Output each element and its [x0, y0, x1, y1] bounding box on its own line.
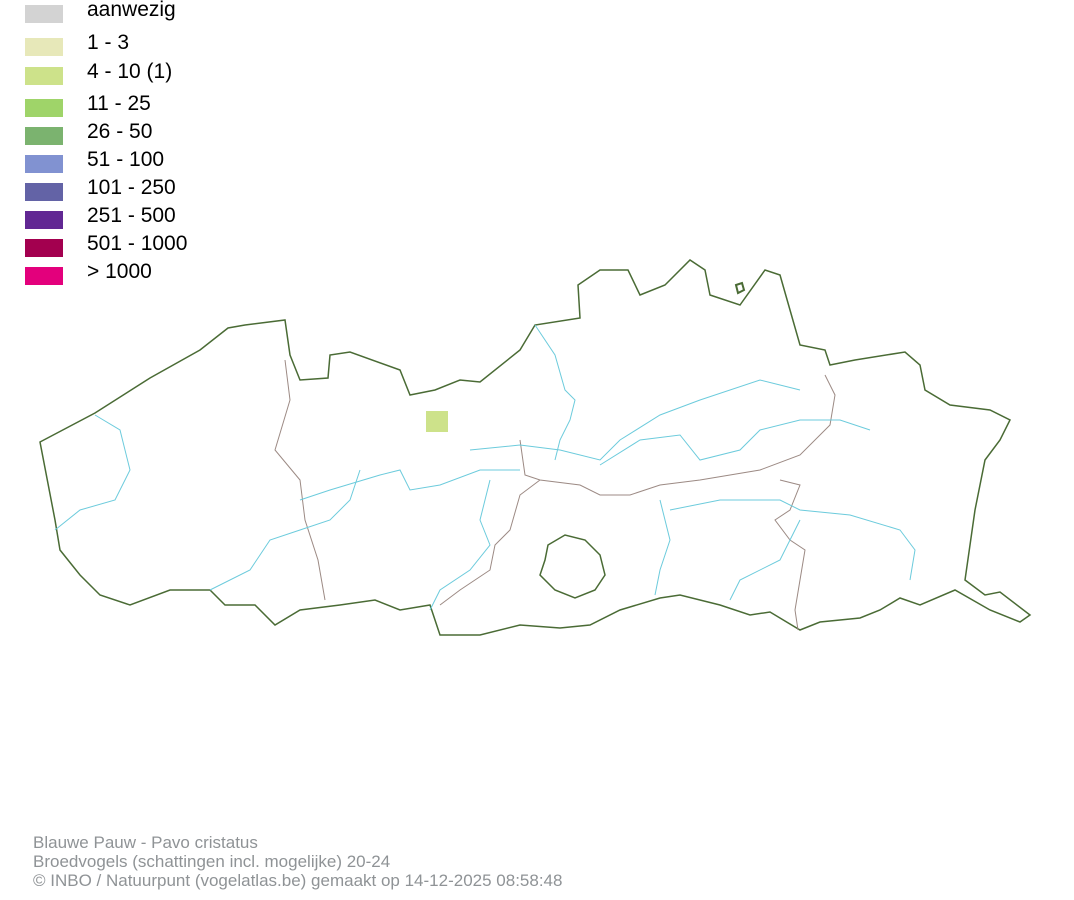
brussels-border	[539, 534, 606, 599]
legend-label: > 1000	[87, 260, 152, 283]
species-name: Blauwe Pauw - Pavo cristatus	[33, 833, 258, 852]
legend-item: 101 - 250	[25, 176, 325, 201]
legend-item: 4 - 10 (1)	[25, 60, 325, 85]
legend-swatch	[25, 183, 63, 201]
dataset-name: Broedvogels (schattingen incl. mogelijke…	[33, 852, 391, 871]
credit-line: © INBO / Natuurpunt (vogelatlas.be) gema…	[33, 871, 563, 890]
legend-label: 1 - 3	[87, 31, 130, 54]
legend-swatch	[25, 127, 63, 145]
legend-swatch	[25, 267, 63, 285]
legend-item: 251 - 500	[25, 204, 325, 229]
legend-item: > 1000	[25, 260, 325, 285]
legend-swatch	[25, 239, 63, 257]
legend-swatch	[25, 211, 63, 229]
legend-label: 501 - 1000	[87, 232, 188, 255]
legend-item: aanwezig	[25, 0, 325, 23]
legend-label: 251 - 500	[87, 204, 176, 227]
legend-swatch	[25, 99, 63, 117]
occupied-grid-cell	[426, 411, 448, 432]
legend-swatch	[25, 5, 63, 23]
legend-label: 11 - 25	[87, 92, 151, 115]
legend-swatch	[25, 38, 63, 56]
legend-label: 4 - 10 (1)	[87, 60, 173, 83]
legend-swatch	[25, 155, 63, 173]
legend-label: 101 - 250	[87, 176, 176, 199]
flanders-border	[39, 259, 1032, 636]
legend-item: 11 - 25	[25, 92, 325, 117]
legend-item: 501 - 1000	[25, 232, 325, 257]
legend-label: 26 - 50	[87, 120, 153, 143]
legend-swatch	[25, 67, 63, 85]
legend-label: 51 - 100	[87, 148, 165, 171]
legend-item: 1 - 3	[25, 31, 325, 56]
rivers	[54, 324, 916, 611]
legend-label: aanwezig	[87, 0, 176, 21]
legend-item: 26 - 50	[25, 120, 325, 145]
map-caption: Blauwe Pauw - Pavo cristatus Broedvogels…	[33, 833, 562, 890]
legend-item: 51 - 100	[25, 148, 325, 173]
baarle-enclave	[734, 281, 746, 295]
